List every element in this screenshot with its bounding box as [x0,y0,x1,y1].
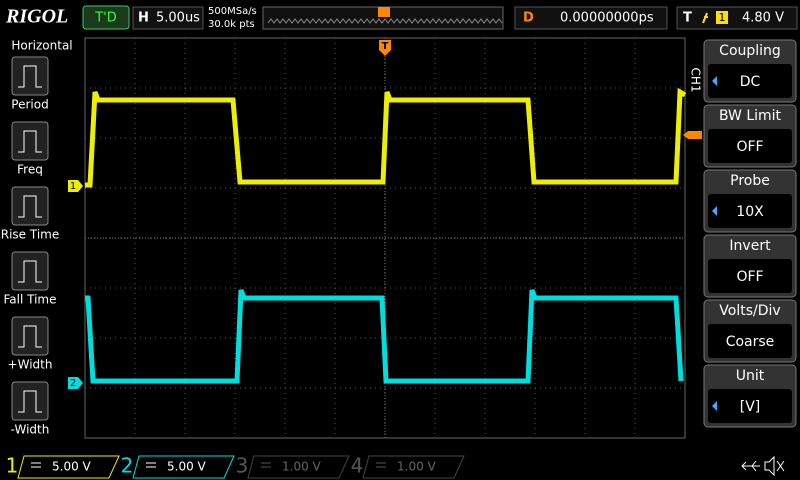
ch2-marker-text: 2 [70,378,76,389]
channel-number[interactable]: 4 [351,454,364,478]
menu-value-box [708,389,792,423]
menu-arrow [712,76,717,86]
channel-number[interactable]: 2 [121,454,134,478]
menu-label: Unit [736,368,765,384]
measure-glyph [18,195,42,218]
measure-label: Fall Time [3,293,56,307]
channel-scale: 5.00 V [52,460,92,474]
menu-value-box [708,129,792,163]
timebase-box[interactable] [132,6,204,30]
measure-label: +Width [8,358,53,372]
menu-label: BW Limit [719,108,782,124]
measure-label: Period [11,98,48,112]
trigger-source: 1 [719,11,726,24]
coupling-icon [31,462,41,468]
measure-glyph [18,260,42,283]
measure-glyph [18,65,42,88]
measure-icon[interactable] [11,251,49,291]
measure-icon[interactable] [11,186,49,226]
delay-box[interactable] [514,6,668,30]
right-menu: Coupling DC BW Limit OFF Probe 10X Invert OFF Vo… [703,39,797,428]
trigger-marker-text: T [382,41,389,52]
trigger-position [378,7,390,17]
sample-rate: 500MSa/s [208,6,257,17]
usb-icon [741,460,760,472]
trigger-box[interactable] [676,6,798,30]
trigger-level-marker [683,131,702,139]
channel-number[interactable]: 1 [6,454,19,478]
menu-label: Coupling [719,43,781,59]
trigger-source-box [716,11,728,24]
graticule-border [84,37,686,439]
menu-value-box [708,64,792,98]
measure-label: Rise Time [1,228,60,242]
measure-label: Freq [17,163,43,177]
measure-glyph [18,390,42,413]
ch2-waveform [85,289,684,384]
memory-depth: 30.0k pts [208,19,255,30]
menu-value: OFF [736,139,763,155]
menu-value: DC [740,74,761,90]
menu-value-box [708,194,792,228]
menu-value-box [708,259,792,293]
run-status-text: T'D [94,11,117,26]
mute-icon [764,455,785,477]
measure-icon[interactable] [11,56,49,96]
delay: 0.00000000ps [560,11,654,26]
coupling-icon [146,462,156,468]
measure-glyph [18,130,42,153]
menu-label: Volts/Div [719,303,780,319]
ch2-marker [68,377,83,389]
menu-value: OFF [736,269,763,285]
menu-value: Coarse [726,334,775,350]
trigger-marker [379,40,391,56]
menu-value: [V] [740,399,761,415]
channel-label: CH1 [689,67,703,92]
trigger-level: 4.80 V [742,11,784,26]
left-menu-title: Horizontal [11,39,72,53]
horizontal-label: H [138,11,149,26]
measure-icon[interactable] [11,381,49,421]
menu-value-box [708,324,792,358]
trigger-edge-icon [702,12,708,24]
channel-box[interactable] [17,455,120,479]
memory-waveform [267,18,503,24]
timebase: 5.00us [156,11,200,26]
menu-value: 10X [736,204,764,220]
delay-label: D [523,11,534,26]
ch1-marker [68,180,83,192]
channel-box[interactable] [132,455,235,479]
measure-label: -Width [11,423,50,437]
left-menu: Period Freq Rise Time Fall Time +Width -Width [1,56,60,437]
channel-number[interactable]: 3 [236,454,249,478]
run-status[interactable] [82,5,130,30]
channel-scale: 1.00 V [282,460,322,474]
measure-icon[interactable] [11,121,49,161]
channel-box[interactable] [247,455,350,479]
trigger-label: T [683,11,692,26]
coupling-icon [376,462,386,468]
channel-box[interactable] [362,455,465,479]
menu-arrow [712,206,717,216]
channel-scale: 5.00 V [167,460,207,474]
menu-arrow [712,401,717,411]
menu-label: Probe [730,173,770,189]
measure-icon[interactable] [11,316,49,356]
channel-bar: 1 5.00 V 2 5.00 V 3 1.00 V 4 1.00 V [6,454,465,479]
coupling-icon [261,462,271,468]
ch1-waveform [85,87,687,188]
measure-glyph [18,325,42,348]
brand: RIGOL [5,6,68,28]
ch1-marker-text: 1 [70,181,76,192]
channel-scale: 1.00 V [397,460,437,474]
menu-label: Invert [729,238,771,254]
